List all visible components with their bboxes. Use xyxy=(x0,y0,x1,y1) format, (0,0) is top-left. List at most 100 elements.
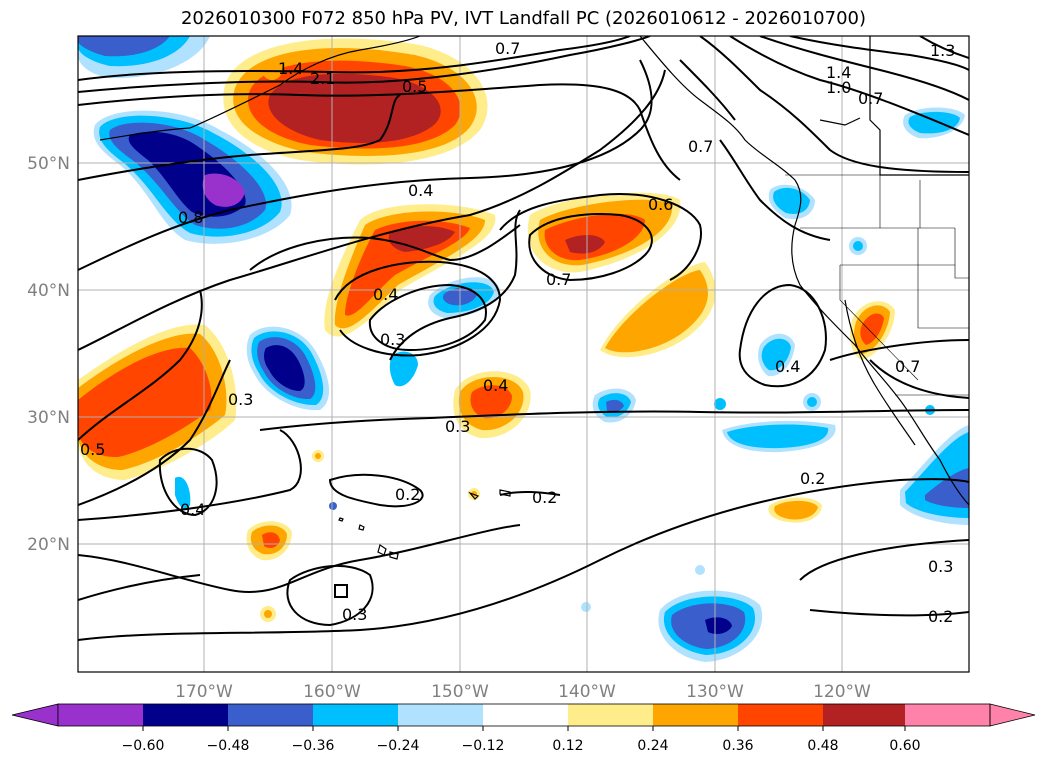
anomaly-blob xyxy=(807,397,817,407)
colorbar-tick-label: 0.60 xyxy=(889,738,920,754)
colorbar-tick-label: 0.36 xyxy=(722,738,753,754)
anomaly-blob xyxy=(727,424,829,449)
colorbar-tick-label: 0.48 xyxy=(807,738,838,754)
contour-label: 0.4 xyxy=(373,285,398,304)
anomaly-blob xyxy=(860,313,884,345)
lat-label: 30°N xyxy=(27,408,70,428)
lat-label: 50°N xyxy=(27,154,70,174)
colorbar-segment xyxy=(823,704,905,726)
contour-label: 0.4 xyxy=(180,500,205,519)
colorbar-segment xyxy=(568,704,653,726)
anomaly-blob xyxy=(78,347,212,458)
colorbar-outline xyxy=(57,703,991,727)
contour-label: 0.2 xyxy=(395,485,420,504)
anomaly-blob xyxy=(264,345,305,391)
anomaly-blob xyxy=(705,617,732,634)
contour-label: 0.5 xyxy=(80,440,105,459)
contour-label: 0.3 xyxy=(445,417,470,436)
contour-label: 1.3 xyxy=(930,41,955,60)
contour-label: 0.4 xyxy=(483,376,508,395)
map-plot-area: 0.7 1.4 2.1 0.5 0.4 0.8 0.6 0.7 0.4 0.3 … xyxy=(78,36,969,672)
lon-label: 120°W xyxy=(813,682,871,702)
lon-label: 150°W xyxy=(431,682,489,702)
colorbar: −0.60 −0.48 −0.36 −0.24 −0.12 0.12 0.24 … xyxy=(11,703,1036,754)
contour-label: 0.2 xyxy=(800,469,825,488)
anomaly-blob xyxy=(606,399,624,413)
colorbar-tick-label: −0.12 xyxy=(462,738,505,754)
anomaly-blob xyxy=(268,73,441,143)
map-frame xyxy=(77,35,970,673)
contour-label: 0.2 xyxy=(532,488,557,507)
positive-anomaly-shading xyxy=(78,38,895,622)
contour-label: 0.3 xyxy=(228,390,253,409)
lon-label: 140°W xyxy=(558,682,616,702)
contour-label: 1.4 xyxy=(826,63,851,82)
anomaly-blob xyxy=(470,385,512,419)
contour-label: 0.3 xyxy=(342,605,367,624)
lon-label: 130°W xyxy=(686,682,744,702)
negative-anomaly-shading xyxy=(78,36,969,662)
anomaly-blob xyxy=(565,234,605,254)
colorbar-segment xyxy=(653,704,738,726)
colorbar-segment xyxy=(143,704,228,726)
contour-label: 0.7 xyxy=(688,137,713,156)
anomaly-blob xyxy=(714,398,726,410)
anomaly-blob xyxy=(605,270,708,353)
anomaly-blob xyxy=(345,220,470,316)
contour-label-group: 0.7 1.4 2.1 0.5 0.4 0.8 0.6 0.7 0.4 0.3 … xyxy=(80,39,955,626)
anomaly-blob xyxy=(389,351,418,387)
colorbar-segment xyxy=(58,704,143,726)
political-borders xyxy=(785,174,969,396)
anomaly-blob xyxy=(315,453,321,459)
anomaly-blob xyxy=(761,338,791,371)
longitude-labels: 170°W 160°W 150°W 140°W 130°W 120°W xyxy=(175,682,871,702)
colorbar-extend-min xyxy=(11,703,59,727)
colorbar-tick-label: 0.12 xyxy=(552,738,583,754)
colorbar-tick-label: −0.48 xyxy=(207,738,250,754)
latitude-labels: 50°N 40°N 30°N 20°N xyxy=(27,154,70,555)
colorbar-tick-label: −0.60 xyxy=(122,738,165,754)
graticule xyxy=(78,36,969,672)
colorbar-tick-label: −0.24 xyxy=(377,738,420,754)
contour-label: 2.1 xyxy=(310,69,335,88)
contour-label: 0.8 xyxy=(178,208,203,227)
contour-label: 0.2 xyxy=(928,607,953,626)
anomaly-blob xyxy=(853,241,863,251)
anomaly-blob xyxy=(695,565,705,575)
contour-label: 0.3 xyxy=(380,330,405,349)
contour-label: 0.7 xyxy=(495,39,520,58)
lon-label: 170°W xyxy=(175,682,233,702)
contour-label: 0.4 xyxy=(408,181,433,200)
anomaly-blob xyxy=(78,36,170,57)
contour-label: 0.7 xyxy=(858,89,883,108)
colorbar-segment xyxy=(483,704,568,726)
colorbar-tick-label: −0.36 xyxy=(292,738,335,754)
colorbar-segment xyxy=(398,704,483,726)
contour-label: 0.6 xyxy=(648,195,673,214)
anomaly-blob xyxy=(329,502,337,510)
colorbar-tick-labels: −0.60 −0.48 −0.36 −0.24 −0.12 0.12 0.24 … xyxy=(122,738,921,754)
contour-label: 1.4 xyxy=(278,59,303,78)
colorbar-segment xyxy=(905,704,990,726)
anomaly-blob xyxy=(175,476,191,510)
contour-label: 0.7 xyxy=(546,270,571,289)
anomaly-blob xyxy=(202,173,245,207)
colorbar-ticks xyxy=(142,726,906,731)
colorbar-extend-max xyxy=(989,703,1036,727)
anomaly-blob xyxy=(262,60,282,80)
anomaly-blob xyxy=(581,602,591,612)
colorbar-segment xyxy=(313,704,398,726)
contour-label: 0.4 xyxy=(775,357,800,376)
anomaly-blob xyxy=(774,500,818,520)
colorbar-segment xyxy=(228,704,313,726)
lon-label: 160°W xyxy=(303,682,361,702)
colorbar-tick-label: 0.24 xyxy=(637,738,668,754)
contour-label: 0.7 xyxy=(895,357,920,376)
contour-label: 0.5 xyxy=(402,77,427,96)
map-title: 2026010300 F072 850 hPa PV, IVT Landfall… xyxy=(180,8,867,29)
lat-label: 20°N xyxy=(27,535,70,555)
anomaly-blob xyxy=(908,111,960,134)
contour-label: 1.0 xyxy=(826,78,851,97)
anomaly-blob xyxy=(264,610,272,618)
